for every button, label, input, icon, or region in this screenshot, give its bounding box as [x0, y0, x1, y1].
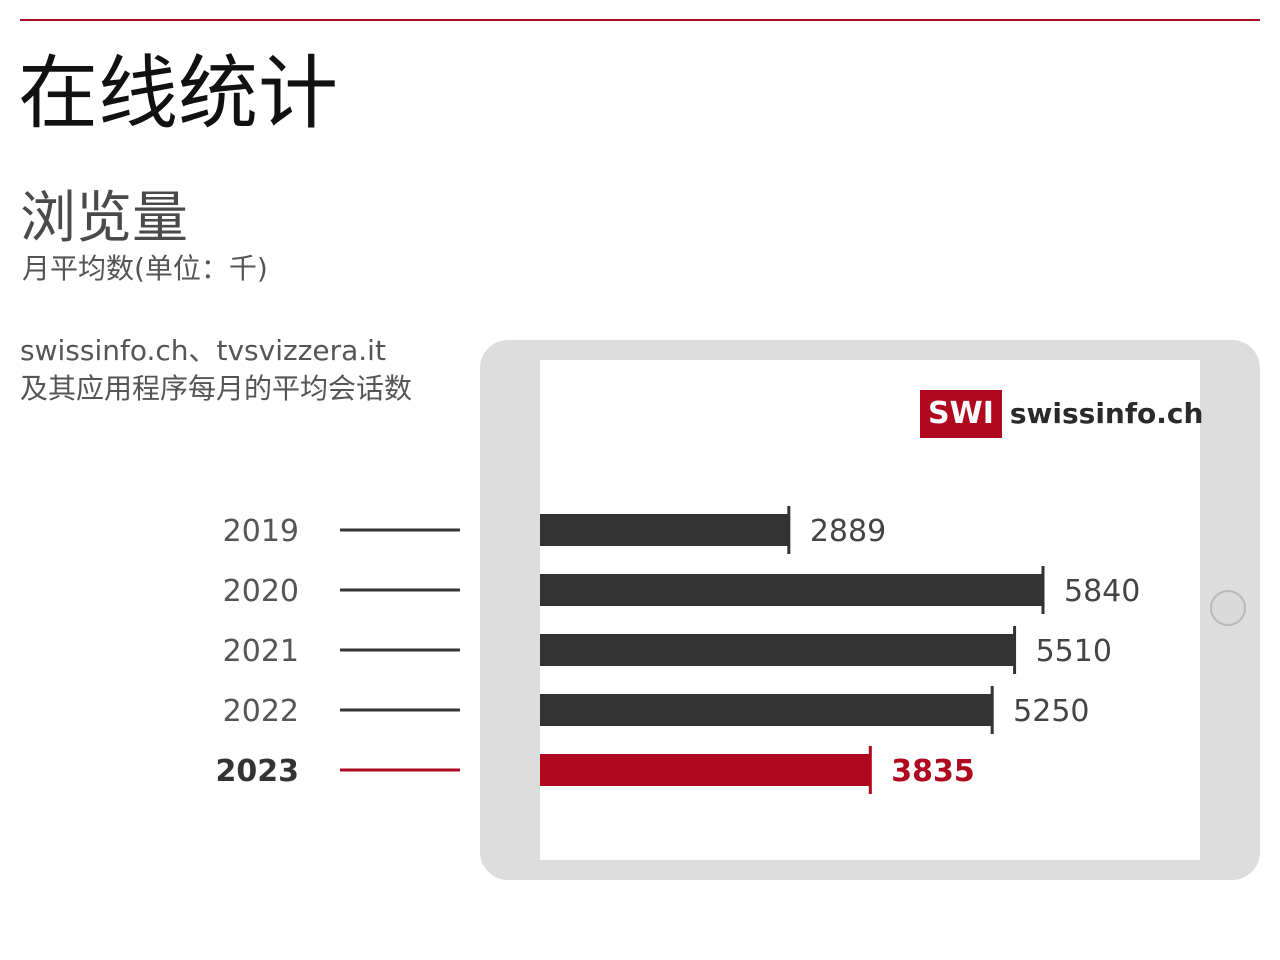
chart-description: swissinfo.ch、tvsvizzera.it 及其应用程序每月的平均会话…: [20, 332, 412, 408]
category-label-2023: 2023: [216, 754, 300, 789]
top-rule: [20, 19, 1260, 21]
value-label-2020: 5840: [1064, 574, 1140, 609]
bar-2020: [540, 574, 1043, 606]
tablet-home-button: [1210, 590, 1246, 626]
value-label-2022: 5250: [1013, 694, 1089, 729]
bar-2021: [540, 634, 1015, 666]
chart-subtitle: 月平均数(单位：千): [22, 252, 268, 285]
value-label-2019: 2889: [810, 514, 886, 549]
category-label-2022: 2022: [223, 694, 299, 729]
chart-title: 浏览量: [20, 186, 188, 251]
value-label-2021: 5510: [1036, 634, 1112, 669]
swi-logo-text: swissinfo.ch: [1009, 397, 1204, 430]
bar-2022: [540, 694, 993, 726]
swi-logo: SWI swissinfo.ch: [920, 390, 1203, 438]
bar-2019: [540, 514, 789, 546]
page-title: 在线统计: [18, 47, 338, 140]
description-line-1: swissinfo.ch、tvsvizzera.it: [20, 334, 386, 367]
swi-logo-badge: SWI: [920, 390, 1002, 438]
category-label-2019: 2019: [223, 514, 299, 549]
bar-2023: [540, 754, 871, 786]
category-label-2021: 2021: [223, 634, 299, 669]
value-label-2023: 3835: [891, 754, 975, 789]
description-line-2: 及其应用程序每月的平均会话数: [20, 372, 413, 405]
category-label-2020: 2020: [223, 574, 299, 609]
